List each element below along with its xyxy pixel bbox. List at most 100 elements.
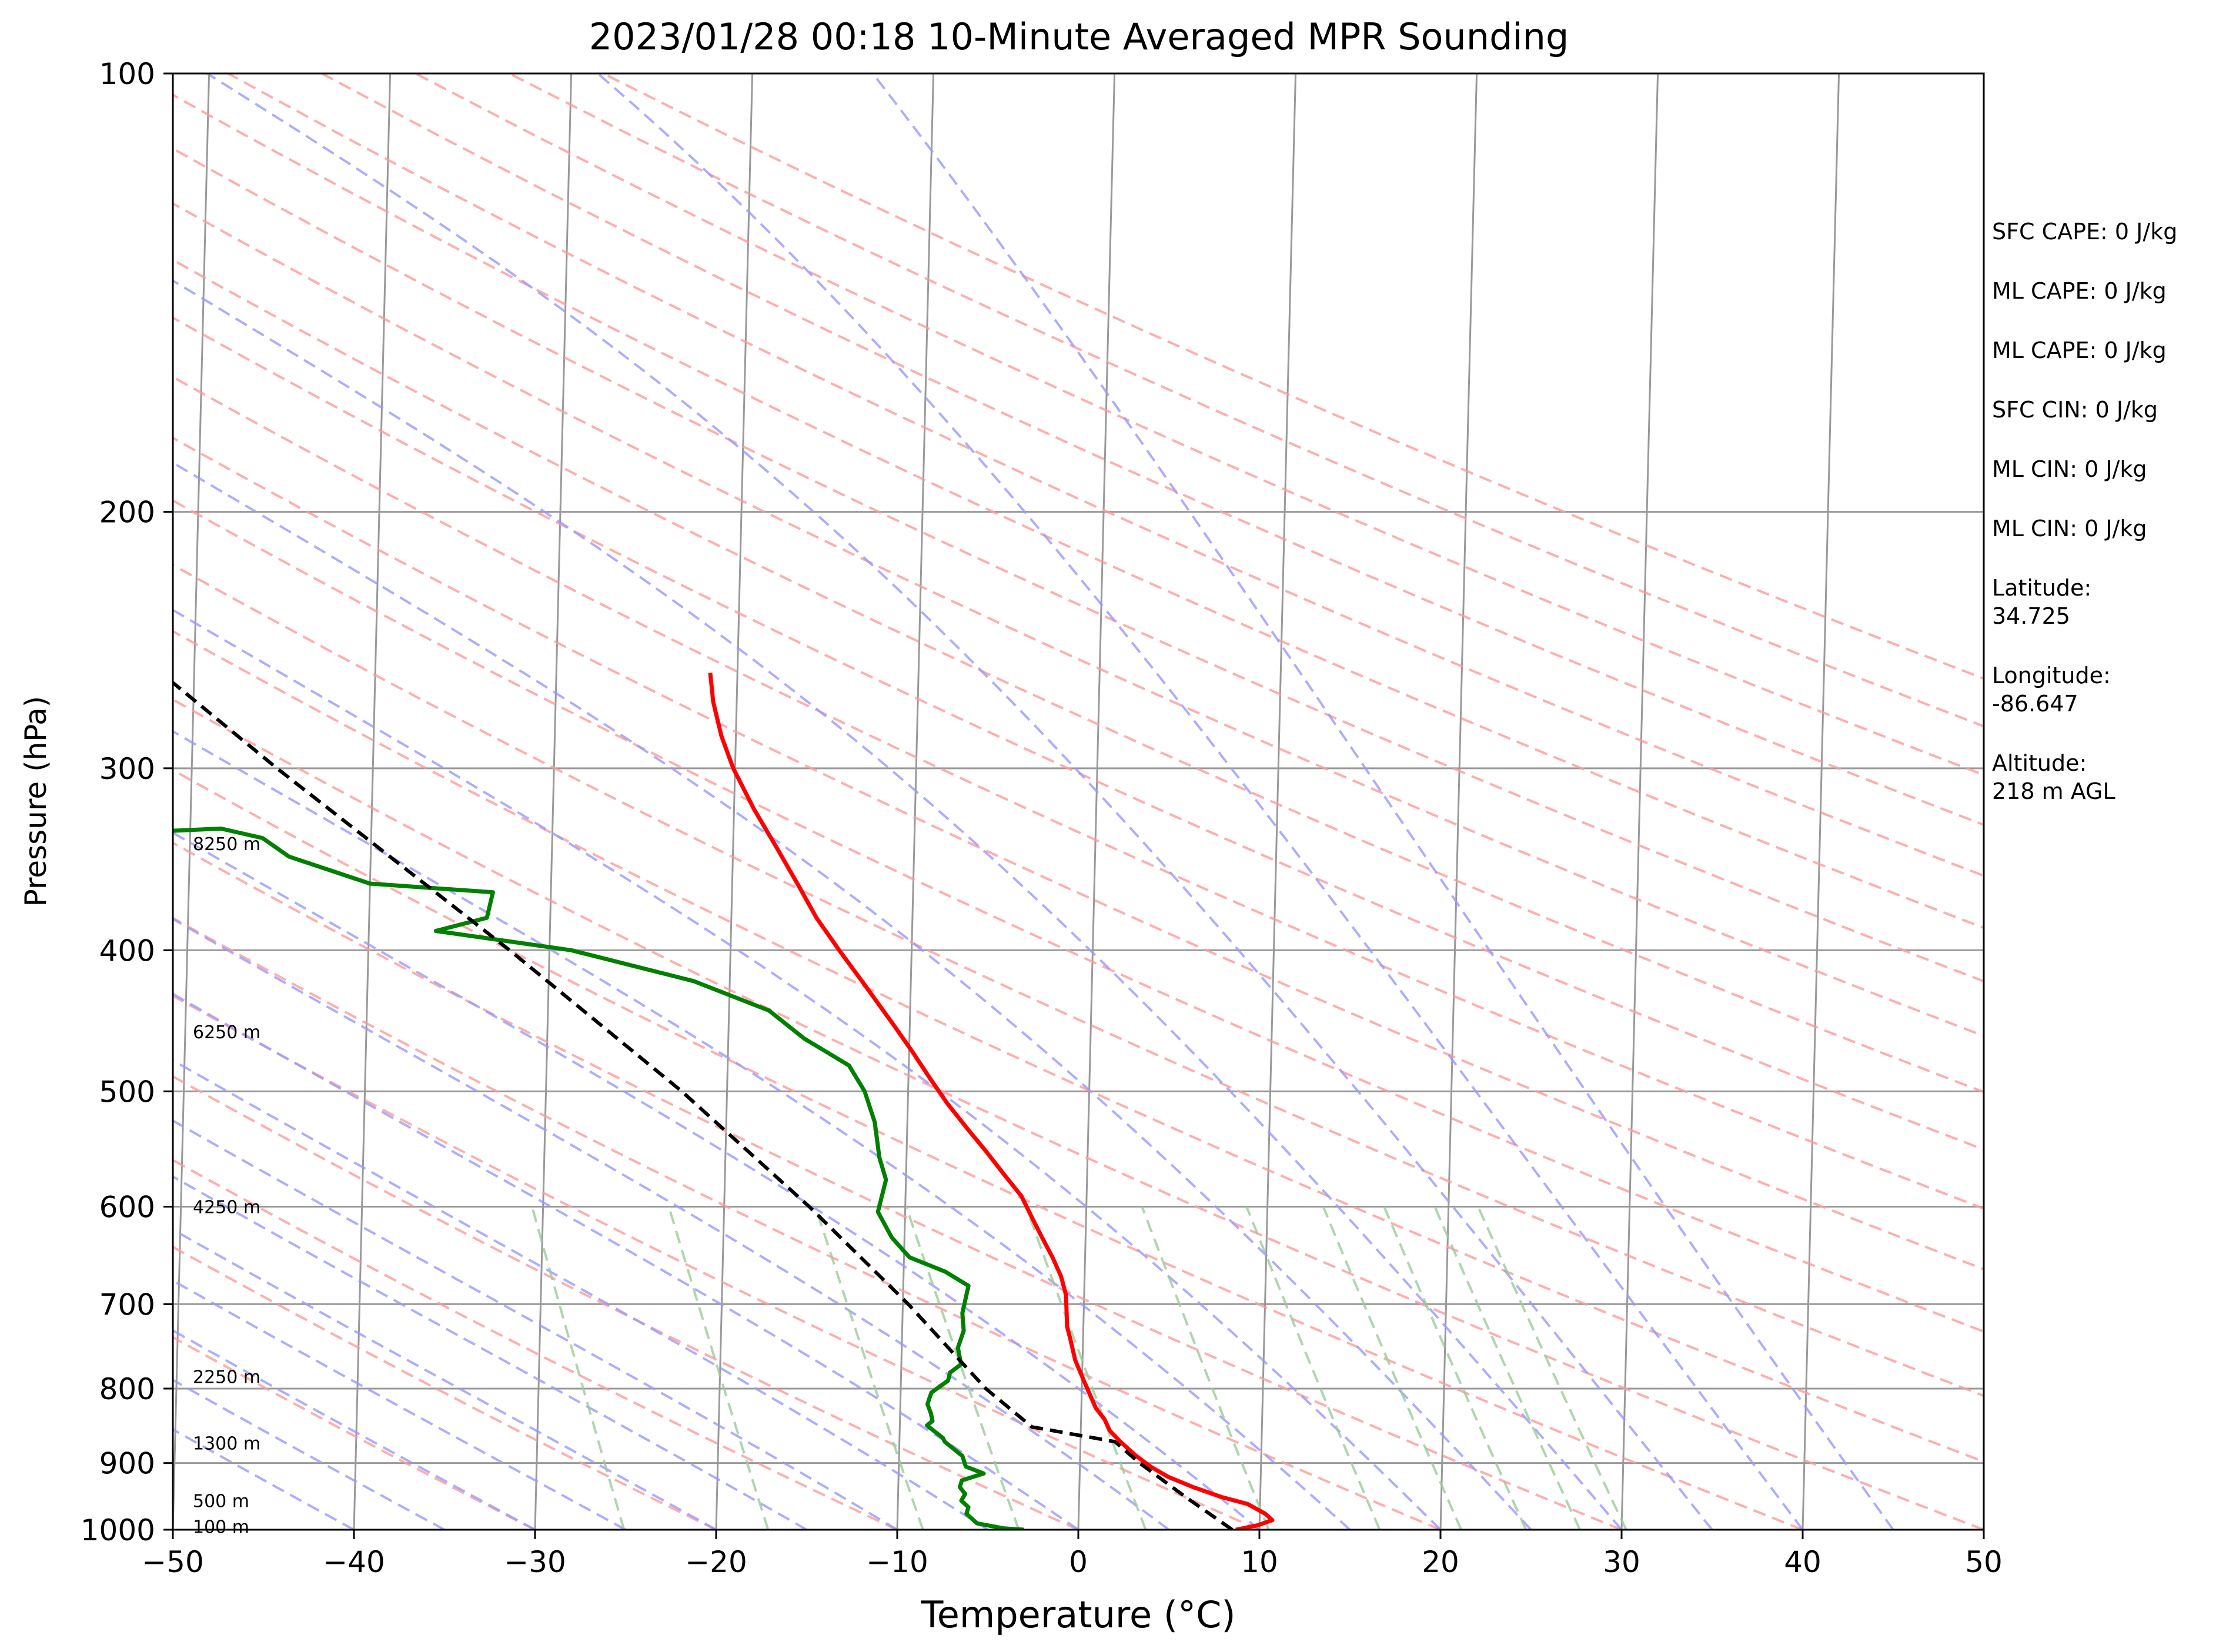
x-tick-label: −20 (685, 1545, 747, 1579)
dry-adiabat-lines (173, 73, 1984, 1530)
mixing-ratio-line (1025, 1206, 1147, 1530)
dry-adiabat-line (415, 73, 1984, 777)
dry-adiabat-line (173, 375, 1984, 1210)
y-tick-label: 500 (99, 1075, 155, 1109)
dry-adiabat-line (173, 1336, 536, 1530)
isotherm-line (173, 73, 210, 1530)
isobar-lines (173, 511, 1984, 1464)
moist-adiabat-line (173, 1279, 626, 1530)
dry-adiabat-line (173, 698, 1984, 1530)
moist-adiabat-line (173, 279, 1623, 1530)
moist-adiabat-line (173, 917, 1170, 1530)
y-tick-label: 600 (99, 1190, 155, 1224)
mixing-ratio-line (667, 1206, 770, 1530)
x-axis-ticks: −50 −40 −30 −20 −10 0 10 20 30 40 50 (142, 1530, 2003, 1579)
x-tick-label: −40 (323, 1545, 385, 1579)
mixing-ratio-line (1477, 1206, 1627, 1530)
mixing-ratio-line (1141, 1206, 1270, 1530)
mixing-ratio-line (531, 1206, 626, 1530)
mixing-ratio-line (814, 1206, 924, 1530)
dry-adiabat-line (321, 73, 1984, 827)
dry-adiabat-line (173, 202, 1984, 1038)
dry-adiabat-line (173, 630, 1984, 1463)
x-tick-label: −50 (142, 1545, 204, 1579)
mixing-ratio-lines (531, 1206, 1627, 1530)
isotherm-lines (173, 73, 1984, 1530)
dry-adiabat-line (173, 841, 1622, 1530)
height-label: 6250 m (193, 1022, 260, 1043)
y-tick-label: 800 (99, 1372, 155, 1406)
height-labels: 8250 m 6250 m 4250 m 2250 m 1300 m 500 m 100 m (193, 834, 260, 1537)
dry-adiabat-line (173, 93, 1984, 929)
x-tick-label: −30 (504, 1545, 566, 1579)
y-axis-ticks: 1000 900 800 700 600 500 400 300 200 100 (81, 57, 173, 1547)
y-tick-label: 100 (99, 57, 155, 91)
isotherm-line (715, 73, 754, 1530)
mixing-ratio-line (1383, 1206, 1528, 1530)
isotherm-line (534, 73, 573, 1530)
dry-adiabat-line (173, 499, 1984, 1333)
mixing-ratio-line (1322, 1206, 1463, 1530)
ml-cape-text-2: ML CAPE: 0 J/kg (1992, 337, 2167, 363)
moist-adiabat-line (173, 1378, 445, 1530)
x-tick-label: 20 (1422, 1545, 1459, 1579)
latitude-text: Latitude: 34.725 (1992, 575, 2092, 629)
dry-adiabat-line (602, 73, 1984, 680)
sounding-series (173, 673, 1275, 1530)
temperature-line (708, 673, 1275, 1530)
longitude-text: Longitude: -86.647 (1992, 663, 2111, 717)
isotherm-line (1258, 73, 1297, 1530)
height-label: 4250 m (193, 1197, 260, 1218)
isotherm-line (353, 73, 392, 1530)
x-tick-label: 30 (1603, 1545, 1640, 1579)
height-label: 100 m (193, 1517, 249, 1538)
moist-adiabat-line (173, 992, 1079, 1530)
height-label: 500 m (193, 1491, 249, 1511)
isotherm-line (1077, 73, 1116, 1530)
moist-adiabat-lines (173, 73, 1894, 1530)
sfc-cin-text: SFC CIN: 0 J/kg (1992, 397, 2158, 423)
dry-adiabat-line (173, 147, 1984, 983)
plot-frame (172, 72, 1985, 1531)
moist-adiabat-line (872, 73, 1894, 1530)
isotherm-line (896, 73, 935, 1530)
ml-cin-text: ML CIN: 0 J/kg (1992, 456, 2147, 482)
y-tick-label: 400 (99, 934, 155, 968)
dry-adiabat-line (173, 1245, 717, 1530)
moist-adiabat-line (173, 1119, 898, 1530)
dry-adiabat-line (509, 73, 1984, 728)
sounding-info-panel: SFC CAPE: 0 J/kg ML CAPE: 0 J/kg ML CAPE… (1992, 218, 2221, 837)
altitude-text: Altitude: 218 m AGL (1992, 750, 2115, 804)
y-tick-label: 300 (99, 752, 155, 786)
y-tick-label: 900 (99, 1447, 155, 1481)
moist-adiabat-line (206, 73, 1713, 1530)
moist-adiabat-line (173, 1428, 355, 1530)
y-tick-label: 1000 (81, 1513, 155, 1547)
dewpoint-line (173, 826, 1024, 1530)
x-tick-label: −10 (866, 1545, 928, 1579)
ml-cin-text-2: ML CIN: 0 J/kg (1992, 516, 2147, 541)
moist-adiabat-line (173, 608, 1442, 1530)
mixing-ratio-line (1245, 1206, 1381, 1530)
height-label: 2250 m (193, 1367, 260, 1388)
x-tick-label: 10 (1241, 1545, 1278, 1579)
y-axis-label: Pressure (hPa) (19, 696, 53, 907)
ml-cape-text: ML CAPE: 0 J/kg (1992, 278, 2167, 304)
y-tick-label: 700 (99, 1288, 155, 1322)
moist-adiabat-line (173, 1329, 536, 1530)
moist-adiabat-line (173, 461, 1532, 1530)
mixing-ratio-line (1433, 1206, 1581, 1530)
parcel-line (173, 680, 1234, 1530)
isotherm-line (1620, 73, 1659, 1530)
dry-adiabat-line (173, 994, 1260, 1530)
dry-adiabat-line (173, 768, 1803, 1530)
y-tick-label: 200 (99, 496, 155, 530)
isotherm-line (1801, 73, 1840, 1530)
height-label: 8250 m (193, 834, 260, 855)
plot-area: 8250 m 6250 m 4250 m 2250 m 1300 m 500 m 100 m (172, 72, 1985, 1538)
dry-adiabat-line (173, 258, 1984, 1093)
x-tick-label: 0 (1069, 1545, 1088, 1579)
x-tick-label: 40 (1784, 1545, 1821, 1579)
x-tick-label: 50 (1965, 1545, 2003, 1579)
